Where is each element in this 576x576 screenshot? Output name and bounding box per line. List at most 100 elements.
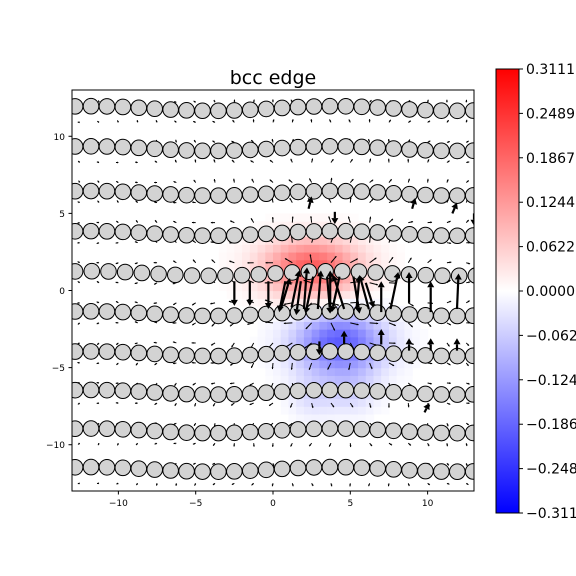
atom: [321, 458, 339, 476]
atom: [289, 459, 307, 477]
heatmap-cell: [373, 398, 382, 407]
atom: [257, 422, 275, 440]
field-arrowhead: [192, 240, 195, 243]
heatmap-cell: [280, 298, 290, 307]
atom: [178, 347, 195, 364]
heatmap-cell: [273, 251, 282, 261]
field-arrowhead: [191, 341, 194, 344]
heatmap-cell: [296, 329, 305, 338]
heatmap-cell: [311, 244, 320, 253]
atom: [353, 223, 371, 241]
heatmap-cell: [412, 336, 421, 346]
atom: [337, 182, 355, 200]
atom: [178, 424, 195, 441]
heatmap-cell: [311, 367, 320, 376]
heatmap-cell: [296, 213, 305, 222]
heatmap-cell: [288, 244, 297, 253]
atom: [200, 267, 217, 285]
field-arrowhead: [210, 362, 213, 364]
field-arrowhead: [429, 324, 432, 327]
displacement-arrowhead: [293, 308, 301, 316]
heatmap-cell: [419, 336, 429, 346]
displacement-arrowhead: [410, 197, 417, 205]
colorbar-ticks: 0.3111 0.2489 0.1867 0.1244 0.0622 0.0000 −0.0…: [519, 62, 576, 522]
atom: [464, 142, 474, 159]
field-arrowhead: [212, 140, 215, 143]
heatmap-cell: [249, 244, 259, 253]
heatmap-cell: [365, 251, 375, 261]
field-arrowhead: [468, 281, 471, 284]
heatmap-cell: [319, 398, 328, 407]
atom: [82, 343, 100, 360]
heatmap-cell: [311, 359, 320, 369]
field-arrowhead: [251, 483, 254, 486]
field-arrowhead: [388, 405, 390, 408]
x-axis: −10 −5 0 5 10: [109, 491, 434, 509]
atom: [433, 424, 450, 442]
atom: [83, 262, 101, 280]
field-arrowhead: [271, 139, 274, 141]
displacement-arrowhead: [427, 338, 435, 345]
colorbar-tick-label: 0.0622: [526, 240, 575, 256]
heatmap-cell: [358, 375, 367, 384]
atom: [194, 386, 211, 403]
field-arrowhead: [135, 161, 138, 164]
heatmap-cell: [249, 259, 259, 268]
field-arrowhead: [467, 382, 470, 385]
atom: [250, 266, 268, 283]
atom: [98, 138, 116, 155]
atom: [226, 347, 243, 364]
heatmap-cell: [319, 321, 328, 330]
heatmap-cell: [342, 244, 351, 253]
field-arrowhead: [173, 181, 176, 183]
field-arrowhead: [230, 363, 233, 366]
atom: [178, 385, 195, 403]
heatmap-cell: [303, 213, 313, 222]
field-arrowhead: [212, 483, 215, 486]
heatmap-cell: [396, 313, 406, 322]
field-arrowhead: [231, 403, 234, 406]
heatmap-cell: [358, 298, 367, 307]
heatmap-cell: [257, 259, 266, 268]
atom: [194, 102, 211, 120]
field-arrowhead: [174, 101, 177, 104]
heatmap-cell: [273, 298, 282, 307]
field-arrowhead: [271, 445, 274, 447]
heatmap-cell: [257, 244, 266, 253]
heatmap-cell: [265, 367, 274, 376]
heatmap-cell: [342, 398, 351, 407]
heatmap-cell: [350, 329, 359, 338]
heatmap-cell: [234, 251, 243, 261]
field-arrowhead: [77, 261, 80, 264]
field-arrowhead: [426, 99, 429, 102]
field-arrowhead: [271, 367, 274, 370]
atom: [385, 140, 402, 157]
field-arrowhead: [232, 120, 235, 123]
field-arrowhead: [77, 361, 80, 364]
atom: [433, 102, 450, 119]
heatmap-cell: [358, 251, 367, 261]
displacement-arrowhead: [331, 275, 339, 282]
heatmap-cell: [296, 398, 305, 407]
atom: [289, 183, 307, 201]
heatmap-cell: [265, 244, 274, 253]
displacement-arrow: [455, 279, 460, 310]
atom: [449, 187, 466, 204]
field-arrowhead: [265, 261, 268, 264]
field-arrowhead: [387, 158, 390, 161]
field-arrowhead: [370, 367, 373, 370]
atom: [72, 223, 84, 240]
atom: [401, 141, 418, 158]
heatmap-cell: [273, 290, 282, 299]
atom: [210, 386, 227, 403]
field-arrowhead: [411, 304, 414, 307]
atom: [369, 383, 386, 400]
heatmap-cell: [358, 290, 367, 299]
field-arrowhead: [284, 258, 287, 261]
heatmap-cell: [303, 367, 313, 376]
heatmap-cell: [265, 259, 274, 268]
heatmap-cell: [265, 329, 274, 338]
field-arrowhead: [97, 180, 100, 183]
field-arrowhead: [77, 482, 80, 485]
heatmap-cell: [373, 367, 382, 376]
